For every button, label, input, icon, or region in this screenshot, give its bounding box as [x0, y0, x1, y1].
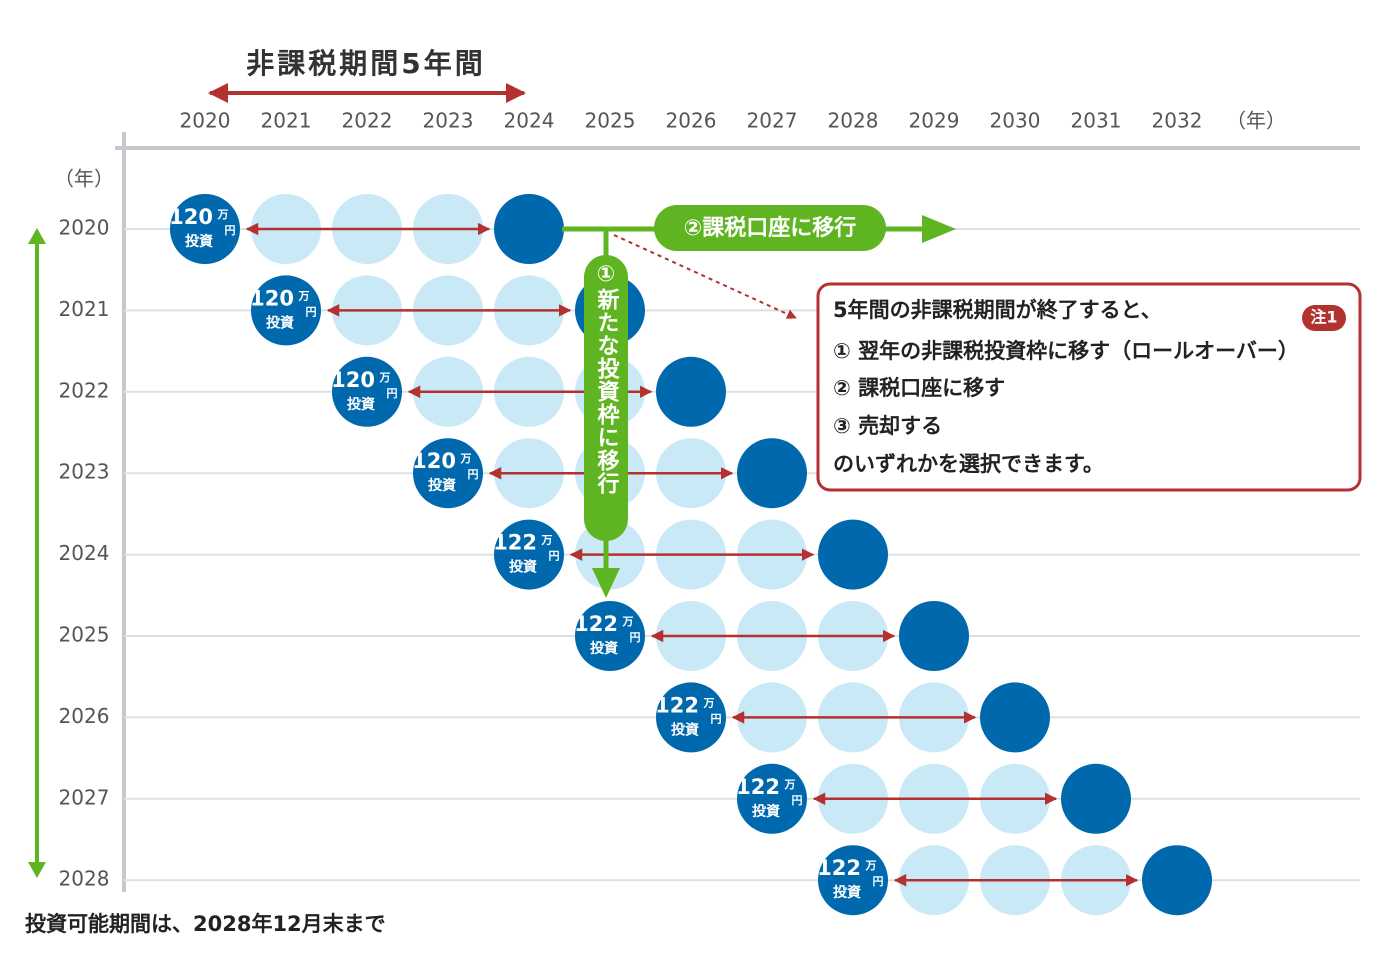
newframe-label: ①新たな投資枠に移行: [594, 262, 621, 495]
amount: 122: [574, 612, 618, 636]
invest-circle: [251, 275, 321, 346]
invest-circle: [332, 356, 402, 427]
unit-bottom: 円: [792, 794, 803, 807]
taxable-arrow-head: [922, 215, 956, 243]
y-year: 2024: [59, 541, 110, 565]
invest-circle: [170, 194, 240, 264]
invest-label: 投資: [347, 396, 375, 413]
footer: 投資可能期間は、2028年12月末まで: [25, 912, 386, 936]
invest-label: 投資: [671, 721, 699, 738]
amount: 122: [655, 693, 699, 717]
note-line: 5年間の非課税期間が終了すると、: [833, 298, 1162, 322]
end-circle: [1142, 845, 1212, 916]
unit-top: 万: [622, 615, 634, 628]
invest-circle: [494, 519, 564, 590]
x-year: 2028: [828, 109, 879, 133]
end-circle: [656, 356, 726, 427]
unit-top: 万: [541, 534, 553, 547]
y-year: 2026: [59, 704, 110, 728]
unit-bottom: 円: [873, 875, 884, 888]
invest-label: 投資: [266, 314, 294, 331]
x-year: 2027: [747, 109, 798, 133]
end-circle: [818, 519, 888, 590]
end-circle: [494, 194, 564, 264]
x-year: 2024: [504, 109, 555, 133]
y-year: 2021: [59, 297, 110, 321]
amount: 120: [169, 205, 213, 229]
note-line: ① 翌年の非課税投資枠に移す（ロールオーバー）: [833, 339, 1299, 363]
y-year: 2022: [59, 378, 110, 402]
end-circle: [1061, 763, 1131, 834]
note-box: [816, 282, 1362, 492]
title: 非課税期間5年間: [246, 47, 485, 80]
y-year: 2020: [59, 216, 110, 240]
end-circle: [737, 438, 807, 509]
unit-bottom: 円: [468, 468, 479, 481]
amount: 122: [493, 531, 537, 555]
amount: 120: [412, 449, 456, 473]
x-year: 2031: [1071, 109, 1122, 133]
unit-top: 万: [703, 696, 715, 709]
y-year: 2023: [59, 460, 110, 484]
note-badge: [1302, 305, 1346, 331]
x-unit: （年）: [1226, 109, 1286, 133]
note-line: のいずれかを選択できます。: [833, 452, 1104, 476]
unit-bottom: 円: [225, 224, 236, 237]
taxable-pill: [654, 205, 886, 251]
end-circle: [980, 682, 1050, 753]
x-year: 2032: [1152, 109, 1203, 133]
newframe-arrow-head: [592, 568, 620, 598]
note-line: ③ 売却する: [833, 414, 942, 438]
x-year: 2023: [423, 109, 474, 133]
invest-label: 投資: [428, 477, 456, 494]
x-year: 2021: [261, 109, 312, 133]
unit-top: 万: [379, 371, 391, 384]
invest-circle: [656, 682, 726, 753]
x-year: 2025: [585, 109, 636, 133]
y-year: 2025: [59, 623, 110, 647]
amount: 122: [817, 856, 861, 880]
amount: 120: [250, 286, 294, 310]
x-year: 2030: [990, 109, 1041, 133]
invest-circle: [818, 845, 888, 916]
invest-circle: [413, 438, 483, 509]
unit-top: 万: [217, 208, 229, 221]
x-year: 2020: [180, 109, 231, 133]
unit-bottom: 円: [711, 712, 722, 725]
amount: 122: [736, 775, 780, 799]
note-line: ② 課税口座に移す: [833, 376, 1005, 400]
unit-bottom: 円: [387, 387, 398, 400]
invest-label: 投資: [752, 803, 780, 820]
invest-circle: [575, 601, 645, 671]
unit-top: 万: [865, 859, 877, 872]
newframe-pill: [584, 255, 628, 541]
x-year: 2026: [666, 109, 717, 133]
x-year: 2022: [342, 109, 393, 133]
taxable-label: ②課税口座に移行: [684, 215, 857, 241]
unit-bottom: 円: [549, 550, 560, 563]
invest-circle: [737, 763, 807, 834]
amount: 120: [331, 368, 375, 392]
invest-label: 投資: [185, 233, 213, 250]
y-unit: （年）: [54, 167, 114, 191]
unit-top: 万: [298, 289, 310, 302]
invest-label: 投資: [833, 884, 861, 901]
unit-bottom: 円: [306, 305, 317, 318]
unit-top: 万: [784, 778, 796, 791]
note-pointer: [613, 234, 797, 319]
invest-label: 投資: [590, 640, 618, 657]
unit-top: 万: [460, 452, 472, 465]
unit-bottom: 円: [630, 631, 641, 644]
invest-label: 投資: [509, 559, 537, 576]
y-year: 2027: [59, 785, 110, 809]
end-circle: [899, 601, 969, 671]
note-badge-text: 注1: [1310, 308, 1337, 327]
x-year: 2029: [909, 109, 960, 133]
y-year: 2028: [59, 867, 110, 891]
